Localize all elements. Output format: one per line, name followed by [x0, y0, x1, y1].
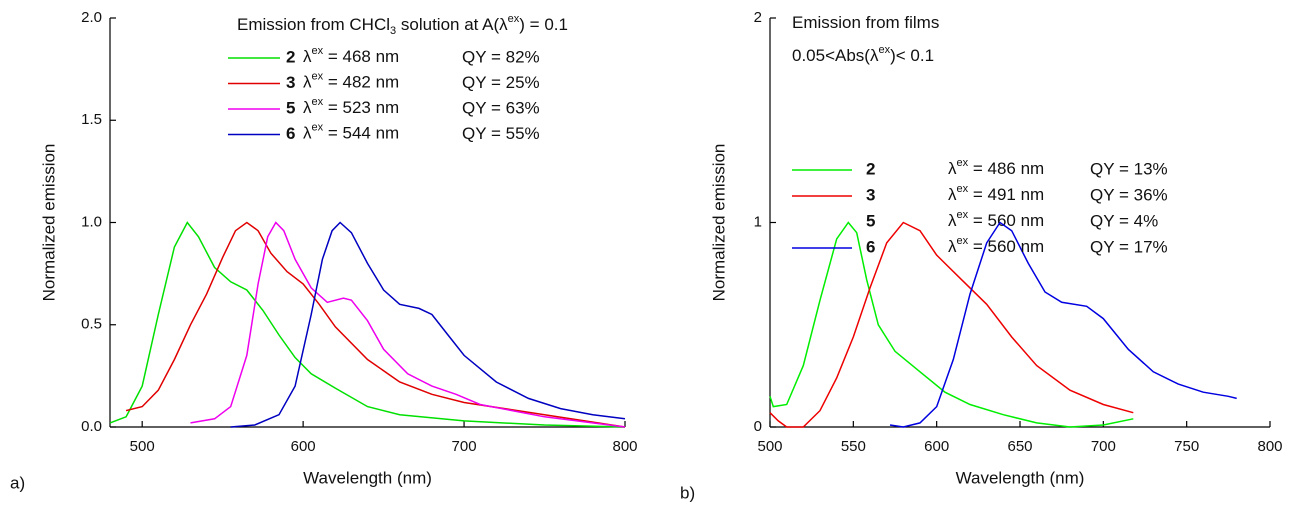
- y-axis-label: Normalized emission: [709, 144, 728, 302]
- chart-title: Emission from films: [792, 13, 939, 32]
- line-series: [190, 221, 626, 428]
- chart-subtitle: 0.05<Abs(λex)< 0.1: [792, 44, 934, 66]
- excitation-part: ex: [312, 121, 324, 133]
- legend-qy: QY = 4%: [1090, 211, 1158, 230]
- x-tick-label: 700: [452, 438, 477, 455]
- legend-name: 5: [286, 98, 295, 117]
- excitation-part: λ: [948, 237, 957, 256]
- x-tick-label: 600: [291, 438, 316, 455]
- x-tick-label: 700: [1091, 438, 1116, 455]
- legend-qy: QY = 36%: [1090, 185, 1168, 204]
- title-part: ) = 0.1: [519, 15, 568, 34]
- legend-name: 2: [286, 47, 295, 66]
- title-part: 3: [390, 25, 396, 37]
- x-tick-label: 750: [1174, 438, 1199, 455]
- excitation-part: λ: [948, 211, 957, 230]
- y-tick-label: 1: [754, 213, 762, 230]
- excitation-part: λ: [948, 185, 957, 204]
- y-tick-label: 0.5: [81, 316, 102, 333]
- excitation-part: λ: [303, 73, 312, 92]
- line-series: [889, 221, 1237, 428]
- legend-qy: QY = 82%: [462, 47, 540, 66]
- x-tick-label: 500: [130, 438, 155, 455]
- legend-name: 2: [866, 159, 875, 178]
- y-tick-label: 0: [754, 418, 762, 435]
- legend-qy: QY = 13%: [1090, 159, 1168, 178]
- y-tick-label: 0.0: [81, 418, 102, 435]
- legend-name: 6: [866, 237, 875, 256]
- legend-qy: QY = 17%: [1090, 237, 1168, 256]
- legend-excitation: λex = 468 nm: [303, 45, 399, 67]
- excitation-part: λ: [303, 98, 312, 117]
- subtitle-part: 0.05<Abs(λ: [792, 46, 879, 65]
- legend-excitation: λex = 544 nm: [303, 121, 399, 143]
- chart-title: Emission from CHCl3 solution at A(λex) =…: [237, 13, 568, 37]
- excitation-part: ex: [312, 96, 324, 108]
- excitation-part: ex: [312, 70, 324, 82]
- legend-excitation: λex = 491 nm: [948, 183, 1044, 205]
- line-series: [109, 221, 626, 428]
- legend-qy: QY = 25%: [462, 73, 540, 92]
- x-tick-label: 500: [757, 438, 782, 455]
- legend-name: 3: [286, 73, 295, 92]
- title-part: ex: [508, 13, 520, 25]
- line-series: [230, 221, 626, 428]
- excitation-part: = 523 nm: [323, 98, 399, 117]
- legend-qy: QY = 55%: [462, 124, 540, 143]
- excitation-part: = 560 nm: [968, 211, 1044, 230]
- y-tick-label: 2: [754, 9, 762, 26]
- excitation-part: λ: [303, 124, 312, 143]
- legend-excitation: λex = 523 nm: [303, 96, 399, 118]
- legend-name: 6: [286, 124, 295, 143]
- legend-name: 3: [866, 185, 875, 204]
- title-part: Emission from films: [792, 13, 939, 32]
- y-tick-label: 1.0: [81, 213, 102, 230]
- line-series: [125, 221, 626, 428]
- x-tick-label: 550: [841, 438, 866, 455]
- excitation-part: = 491 nm: [968, 185, 1044, 204]
- excitation-part: λ: [948, 159, 957, 178]
- y-tick-label: 1.5: [81, 111, 102, 128]
- title-part: Emission from CHCl: [237, 15, 390, 34]
- excitation-part: ex: [312, 45, 324, 57]
- x-axis-label: Wavelength (nm): [956, 468, 1085, 487]
- x-tick-label: 600: [924, 438, 949, 455]
- legend-name: 5: [866, 211, 875, 230]
- line-series: [769, 221, 1134, 428]
- y-axis-label: Normalized emission: [39, 144, 58, 302]
- subtitle-part: )< 0.1: [890, 46, 934, 65]
- excitation-part: = 486 nm: [968, 159, 1044, 178]
- subtitle-part: ex: [878, 44, 890, 56]
- title-part: solution at A(λ: [396, 15, 508, 34]
- x-axis-label: Wavelength (nm): [303, 468, 432, 487]
- legend-excitation: λex = 482 nm: [303, 70, 399, 92]
- panel-label: b): [680, 483, 695, 502]
- excitation-part: = 482 nm: [323, 73, 399, 92]
- excitation-part: = 560 nm: [968, 237, 1044, 256]
- excitation-part: ex: [957, 183, 969, 195]
- excitation-part: ex: [957, 157, 969, 169]
- excitation-part: ex: [957, 235, 969, 247]
- x-tick-label: 800: [612, 438, 637, 455]
- y-tick-label: 2.0: [81, 9, 102, 26]
- legend-excitation: λex = 486 nm: [948, 157, 1044, 179]
- x-tick-label: 800: [1257, 438, 1282, 455]
- excitation-part: = 544 nm: [323, 124, 399, 143]
- legend-excitation: λex = 560 nm: [948, 235, 1044, 257]
- legend-qy: QY = 63%: [462, 98, 540, 117]
- panel-label: a): [10, 473, 25, 492]
- x-tick-label: 650: [1007, 438, 1032, 455]
- excitation-part: λ: [303, 47, 312, 66]
- excitation-part: = 468 nm: [323, 47, 399, 66]
- legend-excitation: λex = 560 nm: [948, 209, 1044, 231]
- excitation-part: ex: [957, 209, 969, 221]
- line-series: [769, 221, 1134, 428]
